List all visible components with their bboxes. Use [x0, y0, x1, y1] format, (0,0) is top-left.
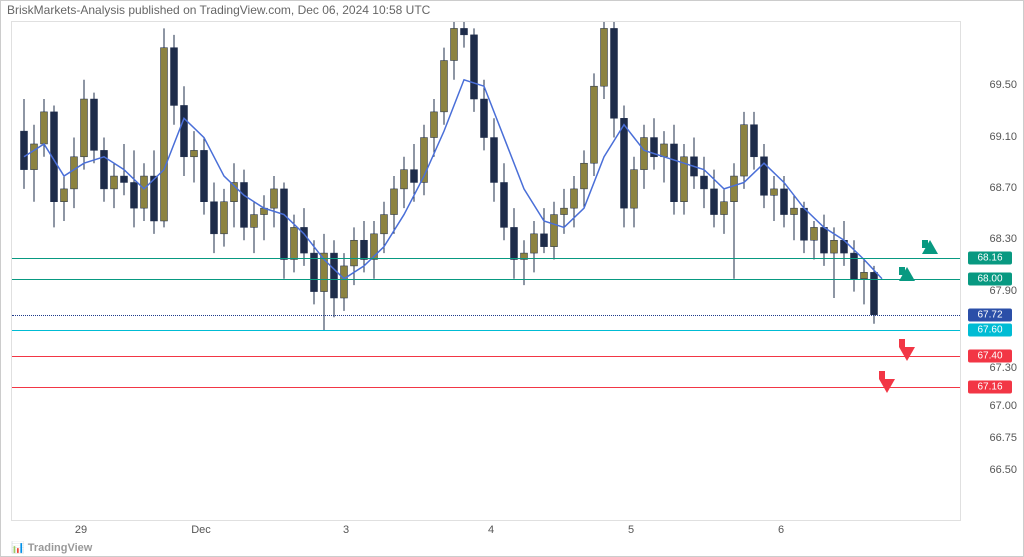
- y-tick-label: 68.30: [989, 233, 1017, 245]
- y-tick-label: 69.10: [989, 131, 1017, 143]
- y-tick-label: 69.50: [989, 79, 1017, 91]
- y-tick-label: 67.90: [989, 285, 1017, 297]
- x-tick-label: 29: [75, 524, 87, 536]
- chart-plot-area[interactable]: 68.1668.0067.7267.6067.4067.16: [11, 21, 961, 521]
- price-line: [12, 279, 960, 280]
- y-tick-label: 67.30: [989, 362, 1017, 374]
- x-tick-label: 3: [343, 524, 349, 536]
- arrow-up-icon: [899, 267, 905, 275]
- price-line: [12, 315, 960, 316]
- y-tick-label: 66.50: [989, 464, 1017, 476]
- arrow-down-icon: [899, 339, 905, 347]
- price-line: [12, 330, 960, 331]
- x-tick-label: Dec: [191, 524, 211, 536]
- arrow-up-icon: [922, 240, 928, 248]
- y-tick-label: 66.75: [989, 432, 1017, 444]
- chart-svg: [12, 22, 962, 497]
- x-tick-label: 5: [628, 524, 634, 536]
- y-tick-label: 68.70: [989, 182, 1017, 194]
- x-tick-label: 6: [778, 524, 784, 536]
- price-line: [12, 387, 960, 388]
- price-line: [12, 258, 960, 259]
- chart-header: BriskMarkets-Analysis published on Tradi…: [7, 3, 430, 17]
- price-line: [12, 356, 960, 357]
- y-axis: 69.50 69.10 68.70 68.30 67.90 67.30 67.00 66.75…: [973, 21, 1023, 521]
- arrow-down-icon: [879, 371, 885, 379]
- x-tick-label: 4: [488, 524, 494, 536]
- chart-container: BriskMarkets-Analysis published on Tradi…: [0, 0, 1024, 557]
- y-tick-label: 67.00: [989, 400, 1017, 412]
- tradingview-logo: 📊 TradingView: [11, 541, 92, 554]
